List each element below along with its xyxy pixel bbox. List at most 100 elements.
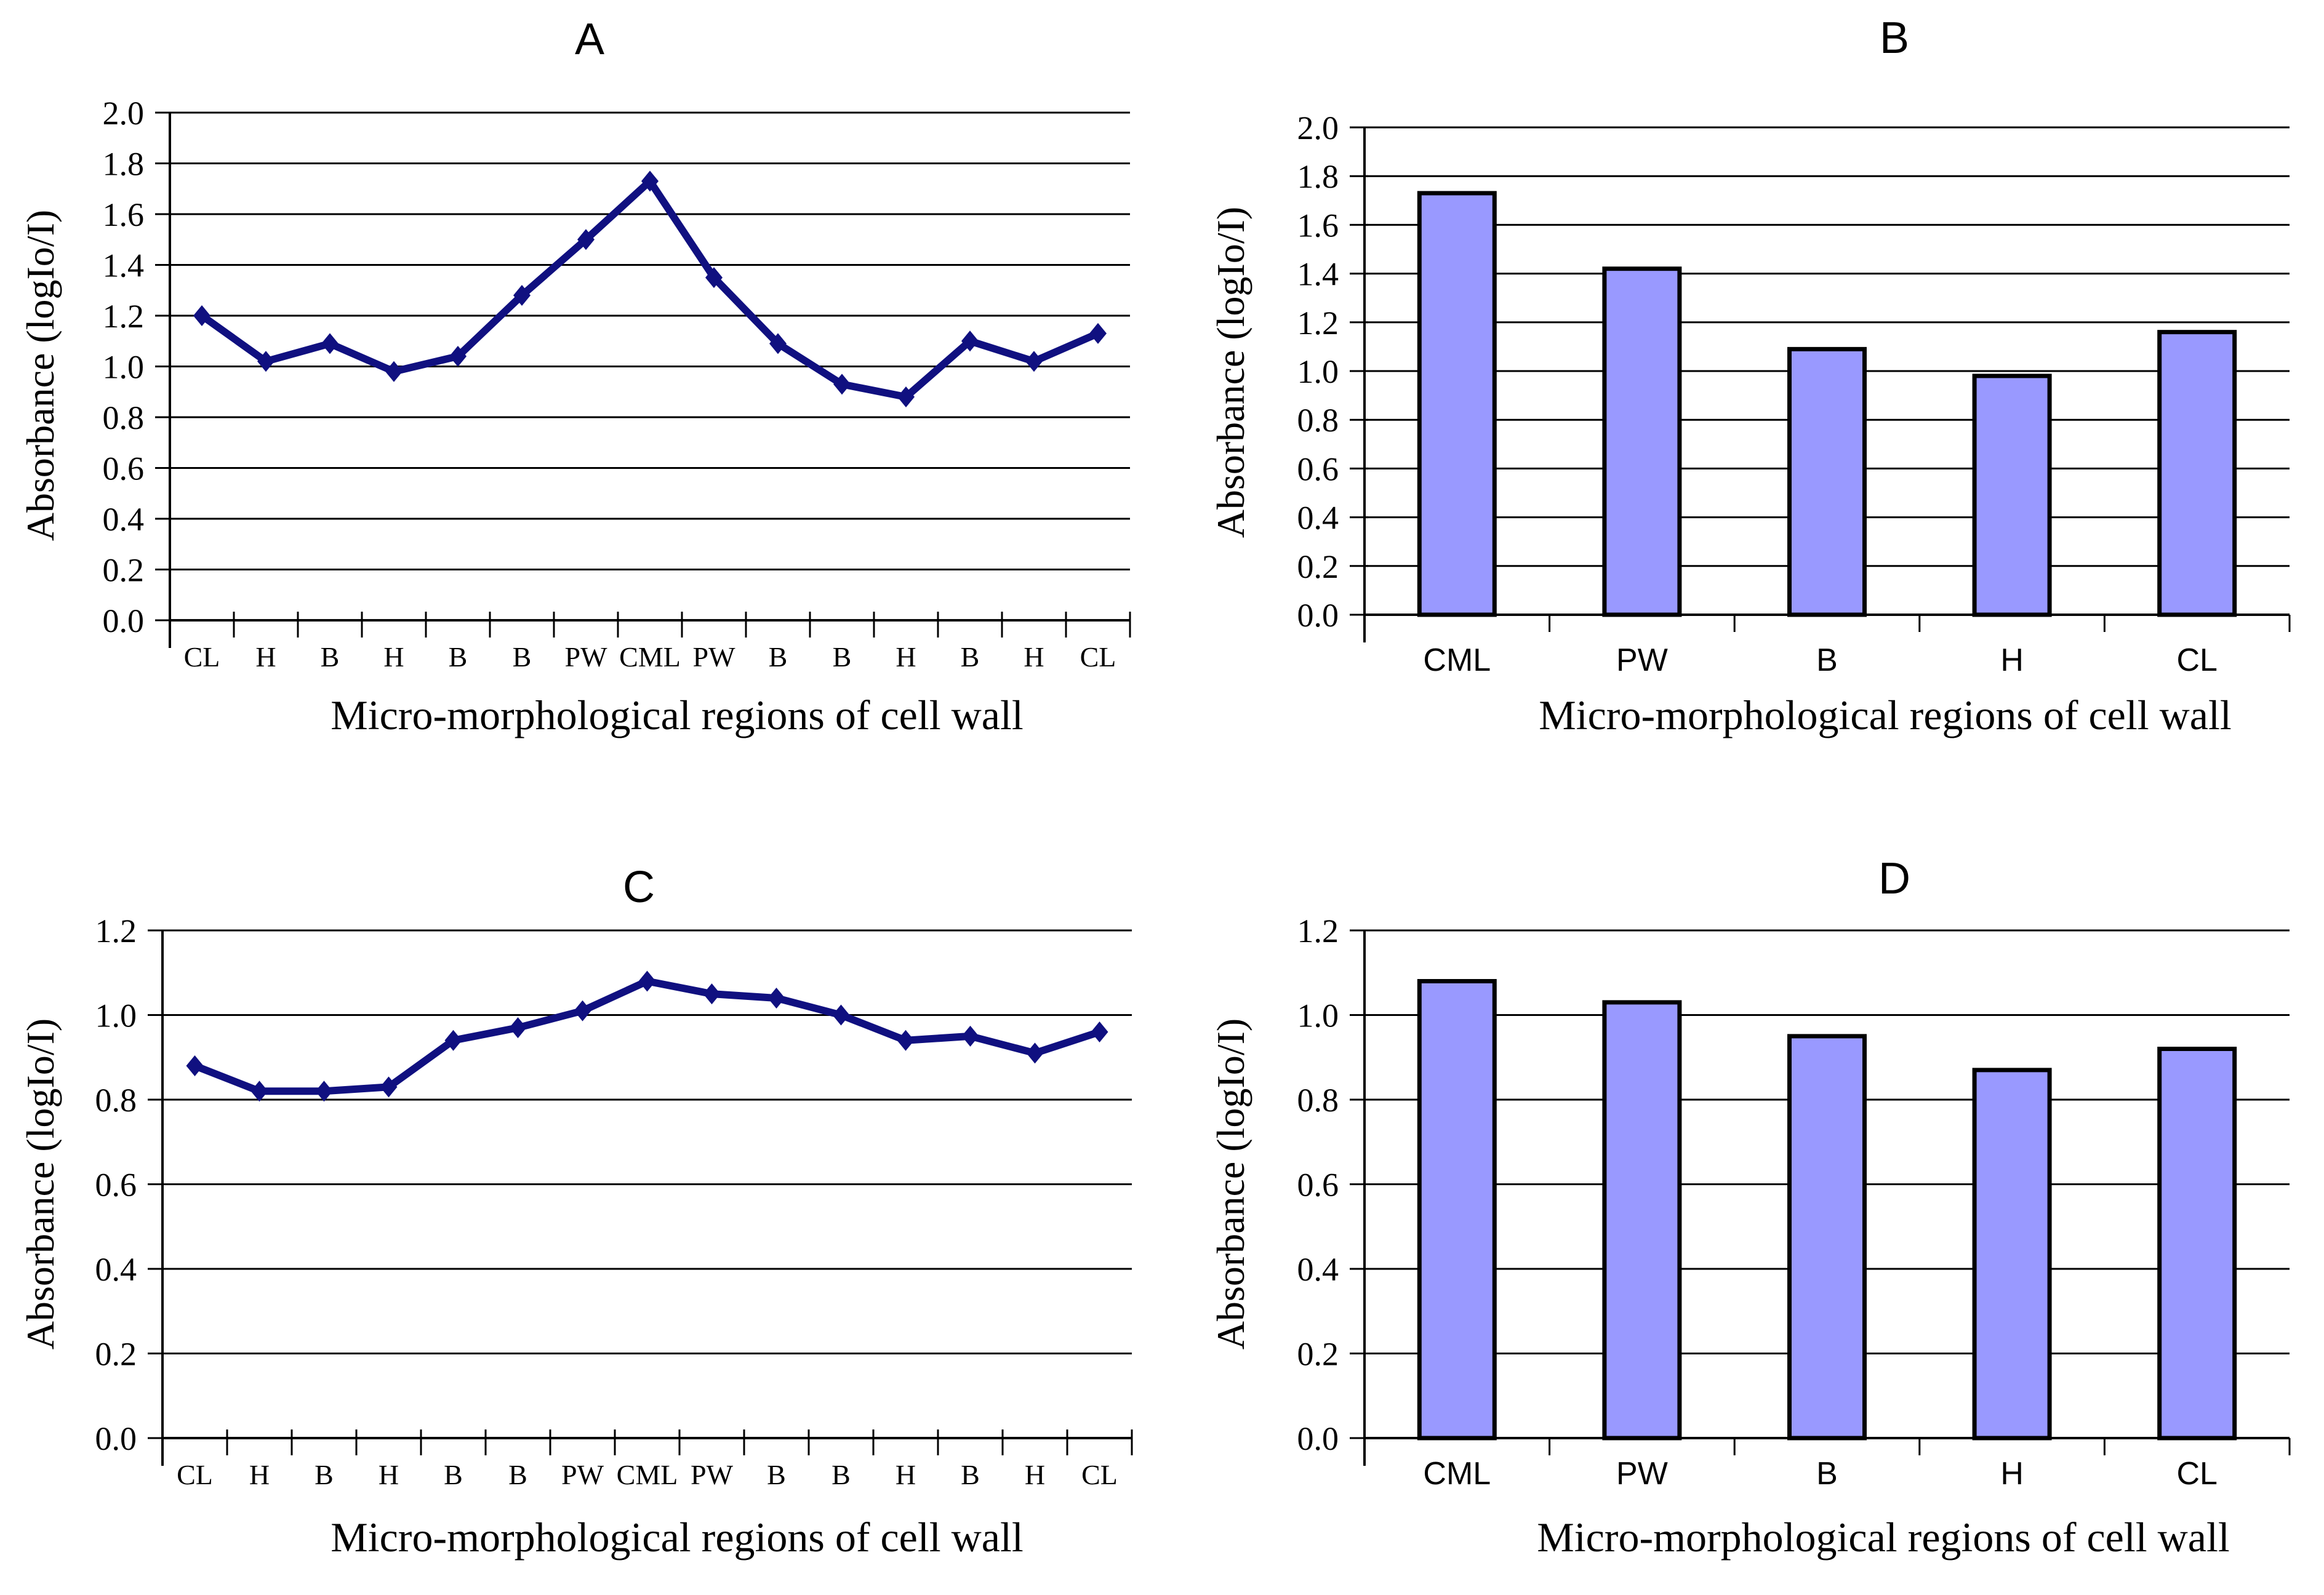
diamond-marker-B — [315, 1081, 333, 1102]
diamond-marker-H — [257, 351, 274, 372]
y-tick-label: 1.6 — [1297, 207, 1339, 244]
y-tick-label: 0.2 — [103, 552, 145, 589]
diamond-marker-CL — [1089, 322, 1107, 344]
x-category-label: B — [315, 1459, 334, 1490]
panel-C: C Absorbance (logIo/I) Micro-morphologic… — [0, 798, 1162, 1595]
x-category-label: CL — [2176, 642, 2217, 678]
y-tick-label: 0.0 — [95, 1420, 137, 1457]
y-tick-label: 0.8 — [1297, 402, 1339, 439]
y-tick-label: 1.0 — [1297, 997, 1339, 1034]
diamond-marker-B — [321, 333, 339, 354]
x-category-label: B — [449, 641, 468, 673]
diamond-marker-B — [769, 333, 787, 354]
diamond-marker-H — [897, 1029, 915, 1051]
panel-A-x-axis-title: Micro-morphological regions of cell wall — [331, 692, 1024, 738]
x-category-label: PW — [691, 1459, 734, 1490]
diamond-marker-B — [449, 346, 467, 367]
y-tick-label: 1.0 — [1297, 353, 1339, 390]
x-category-label: PW — [1616, 642, 1668, 678]
x-category-label: H — [255, 641, 276, 673]
y-tick-label: 0.6 — [95, 1167, 137, 1204]
x-category-label: B — [508, 1459, 527, 1490]
x-category-label: H — [2000, 642, 2024, 678]
y-tick-label: 1.0 — [103, 349, 145, 386]
panel-D: D Absorbance (logIo/I) Micro-morphologic… — [1162, 798, 2324, 1595]
panel-D-title: D — [1878, 854, 1910, 903]
panel-C-title: C — [623, 863, 655, 912]
diamond-marker-CL — [193, 305, 210, 326]
panel-B: B Absorbance (logIo/I) Micro-morphologic… — [1162, 0, 2324, 798]
diamond-marker-H — [1025, 351, 1043, 372]
diamond-marker-B — [444, 1029, 462, 1051]
x-category-label: H — [379, 1459, 399, 1490]
y-tick-label: 0.0 — [1297, 1420, 1339, 1457]
y-tick-label: 0.0 — [1297, 597, 1339, 634]
x-category-label: PW — [565, 641, 608, 673]
x-category-label: CL — [2176, 1456, 2217, 1492]
x-category-label: CML — [1423, 1456, 1491, 1492]
y-tick-label: 1.4 — [103, 247, 145, 284]
y-tick-label: 0.6 — [1297, 1167, 1339, 1204]
y-tick-label: 0.8 — [1297, 1082, 1339, 1119]
y-tick-label: 0.4 — [1297, 1251, 1339, 1288]
x-category-label: CML — [617, 1459, 678, 1490]
x-category-label: CL — [177, 1459, 213, 1490]
x-category-label: B — [769, 641, 788, 673]
y-tick-label: 0.4 — [1297, 500, 1339, 537]
bar-CML — [1417, 979, 1497, 1441]
panel-A-title: A — [574, 15, 605, 64]
diamond-marker-B — [509, 1017, 527, 1039]
y-tick-label: 1.2 — [103, 298, 145, 335]
y-tick-label: 1.8 — [1297, 158, 1339, 195]
y-tick-label: 1.6 — [103, 196, 145, 233]
panel-C-chart: 0.0 0.2 0.4 0.6 0.8 1.0 1.2 CL H B H B B PW CML PW B B H B H… — [95, 913, 1133, 1490]
diamond-marker-B — [513, 285, 531, 306]
x-category-label: B — [961, 1459, 980, 1490]
x-category-label: B — [833, 641, 852, 673]
y-tick-label: 0.0 — [103, 602, 145, 639]
x-category-label: H — [896, 641, 916, 673]
panel-D-x-axis-title: Micro-morphological regions of cell wall — [1537, 1514, 2230, 1561]
x-category-label: B — [961, 641, 980, 673]
x-category-label: B — [1816, 642, 1838, 678]
bar-B — [1787, 346, 1867, 617]
y-tick-label: 0.2 — [1297, 1336, 1339, 1373]
x-category-label: H — [896, 1459, 916, 1490]
diamond-marker-B — [767, 988, 785, 1009]
x-category-label: H — [1024, 641, 1044, 673]
x-category-label: CL — [1081, 1459, 1118, 1490]
x-category-label: H — [1025, 1459, 1045, 1490]
y-tick-label: 0.2 — [95, 1336, 137, 1373]
x-category-label: B — [767, 1459, 786, 1490]
diamond-marker-H — [380, 1076, 398, 1098]
y-tick-label: 0.6 — [1297, 450, 1339, 487]
diamond-marker-H — [385, 361, 403, 382]
x-category-label: PW — [561, 1459, 604, 1490]
x-category-label: PW — [1616, 1456, 1668, 1492]
x-category-label: PW — [693, 641, 736, 673]
y-tick-label: 1.0 — [95, 997, 137, 1034]
y-tick-label: 1.2 — [95, 913, 137, 949]
bar-PW — [1602, 1000, 1682, 1441]
diamond-marker-CL — [1091, 1021, 1108, 1042]
diamond-marker-CL — [186, 1055, 204, 1076]
bar-CML — [1417, 191, 1497, 617]
x-category-label: B — [513, 641, 532, 673]
x-category-label: CML — [619, 641, 681, 673]
diamond-marker-H — [250, 1081, 268, 1102]
y-tick-label: 2.0 — [103, 95, 145, 132]
y-tick-label: 0.8 — [95, 1082, 137, 1119]
panel-B-title: B — [1879, 14, 1910, 63]
diamond-marker-PW — [703, 983, 721, 1005]
diamond-marker-CML — [638, 970, 656, 992]
diamond-marker-PW — [577, 229, 595, 250]
panel-A: A Absorbance (logIo/I) Micro-morphologic… — [0, 0, 1162, 798]
x-category-label: CML — [1423, 642, 1491, 678]
diamond-marker-B — [832, 1004, 850, 1026]
x-category-label: CL — [184, 641, 220, 673]
panel-C-x-axis-title: Micro-morphological regions of cell wall — [331, 1514, 1024, 1561]
diamond-marker-B — [833, 374, 851, 395]
y-tick-label: 0.4 — [95, 1251, 137, 1288]
y-tick-label: 2.0 — [1297, 110, 1339, 146]
